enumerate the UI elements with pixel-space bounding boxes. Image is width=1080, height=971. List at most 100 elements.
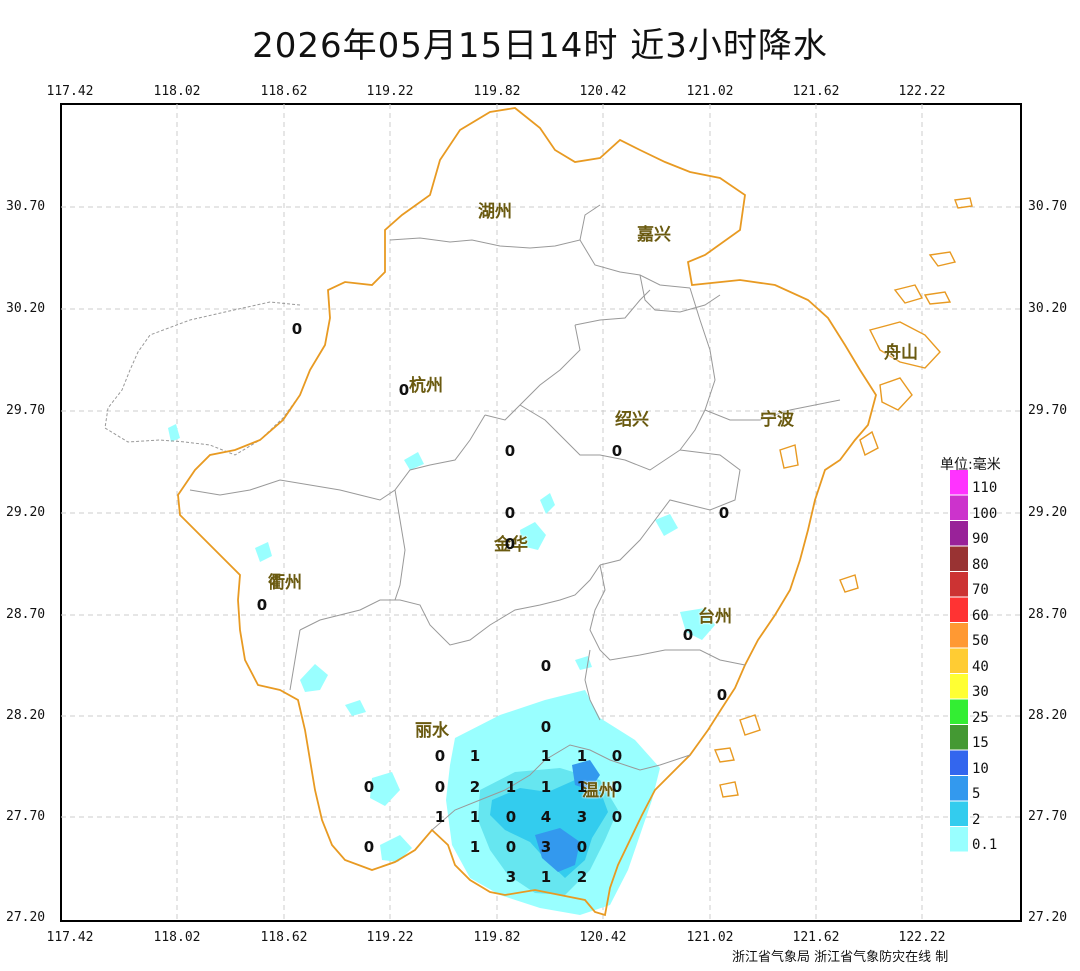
legend-swatch	[950, 725, 968, 750]
y-tick-label: 27.20	[1028, 910, 1068, 925]
anhui-boundary	[104, 301, 301, 456]
legend-label: 30	[972, 684, 989, 700]
station-value: 0	[505, 838, 517, 856]
city-label: 衢州	[268, 573, 302, 593]
map-title: 2026年05月15日14时 近3小时降水	[252, 26, 828, 66]
x-tick-label: 119.22	[366, 84, 414, 99]
x-tick-label: 122.22	[898, 930, 946, 945]
x-tick-label: 118.62	[260, 84, 308, 99]
city-label: 台州	[698, 607, 732, 627]
legend-label: 60	[972, 607, 989, 624]
station-value: 0	[611, 778, 623, 796]
station-value: 1	[540, 868, 552, 886]
station-value: 3	[540, 838, 552, 856]
x-tick-label: 121.02	[686, 84, 734, 99]
y-tick-label: 29.70	[1028, 403, 1068, 418]
station-value: 2	[469, 778, 481, 796]
city-label: 宁波	[760, 410, 794, 430]
x-tick-label: 117.42	[46, 930, 94, 945]
y-tick-label: 29.20	[6, 505, 46, 520]
x-tick-label: 121.02	[686, 930, 734, 945]
x-tick-label: 118.02	[153, 84, 201, 99]
legend-swatch	[950, 572, 968, 597]
x-tick-label: 119.22	[366, 930, 414, 945]
station-value: 1	[540, 778, 552, 796]
station-value: 0	[504, 442, 516, 460]
station-value: 0	[398, 381, 410, 399]
legend-label: 100	[972, 505, 998, 522]
legend-swatch	[950, 521, 968, 546]
precipitation-area	[168, 424, 715, 915]
station-value: 0	[363, 838, 375, 856]
station-value: 4	[540, 808, 552, 826]
y-tick-label: 28.20	[6, 708, 46, 723]
legend-swatch	[950, 495, 968, 520]
station-value: 1	[469, 838, 481, 856]
x-tick-label: 117.42	[46, 84, 94, 99]
station-value: 2	[576, 868, 588, 886]
y-tick-label: 27.20	[6, 910, 46, 925]
x-tick-label: 121.62	[792, 84, 840, 99]
y-tick-label: 28.70	[6, 607, 46, 622]
legend-colorbar	[950, 470, 968, 852]
city-label: 绍兴	[615, 410, 649, 430]
y-tick-label: 28.20	[1028, 708, 1068, 723]
legend-label: 50	[972, 633, 989, 649]
y-tick-label: 29.20	[1028, 505, 1068, 520]
y-tick-label: 27.70	[1028, 809, 1068, 824]
y-tick-label: 29.70	[6, 403, 46, 418]
legend-swatch	[950, 827, 968, 852]
x-tick-label: 118.62	[260, 930, 308, 945]
station-value: 0	[718, 504, 730, 522]
legend-label: 2	[972, 811, 981, 828]
legend-swatch	[950, 470, 968, 495]
legend-label: 0.1	[972, 837, 998, 853]
city-label: 金华	[494, 535, 528, 555]
legend-label: 80	[972, 556, 989, 573]
station-value: 1	[505, 778, 517, 796]
x-tick-label: 119.82	[473, 84, 521, 99]
legend-swatch	[950, 546, 968, 571]
station-value: 1	[469, 747, 481, 765]
legend-title: 单位:毫米	[940, 457, 1001, 473]
x-tick-label: 122.22	[898, 84, 946, 99]
x-tick-label: 121.62	[792, 930, 840, 945]
station-value: 0	[716, 686, 728, 704]
station-value: 1	[434, 808, 446, 826]
legend-label: 10	[972, 760, 989, 777]
y-tick-label: 30.20	[6, 301, 46, 316]
station-value: 0	[504, 504, 516, 522]
city-label: 温州	[582, 781, 616, 801]
y-tick-label: 30.70	[6, 199, 46, 214]
station-value: 1	[540, 747, 552, 765]
station-value: 0	[434, 747, 446, 765]
x-tick-label: 120.42	[579, 930, 627, 945]
legend-label: 5	[972, 786, 981, 802]
legend-swatch	[950, 623, 968, 648]
x-tick-label: 120.42	[579, 84, 627, 99]
station-value: 0	[291, 320, 303, 338]
station-value: 1	[576, 778, 588, 796]
y-tick-label: 27.70	[6, 809, 46, 824]
footer-credit: 浙江省气象局 浙江省气象防灾在线 制	[732, 950, 949, 965]
y-tick-label: 28.70	[1028, 607, 1068, 622]
station-value: 3	[505, 868, 517, 886]
city-label: 湖州	[478, 202, 512, 222]
station-value: 0	[682, 626, 694, 644]
legend-swatch	[950, 597, 968, 622]
city-label: 嘉兴	[637, 225, 671, 245]
station-value: 0	[505, 808, 517, 826]
y-tick-label: 30.20	[1028, 301, 1068, 316]
station-value: 0	[540, 718, 552, 736]
city-boundaries	[189, 204, 841, 831]
legend-swatch	[950, 674, 968, 699]
station-value: 0	[540, 657, 552, 675]
station-value: 0	[504, 535, 516, 553]
station-value: 0	[363, 778, 375, 796]
legend-label: 15	[972, 735, 989, 751]
station-value: 0	[256, 596, 268, 614]
legend-swatch	[950, 648, 968, 673]
x-tick-label: 118.02	[153, 930, 201, 945]
legend-label: 110	[972, 480, 998, 496]
